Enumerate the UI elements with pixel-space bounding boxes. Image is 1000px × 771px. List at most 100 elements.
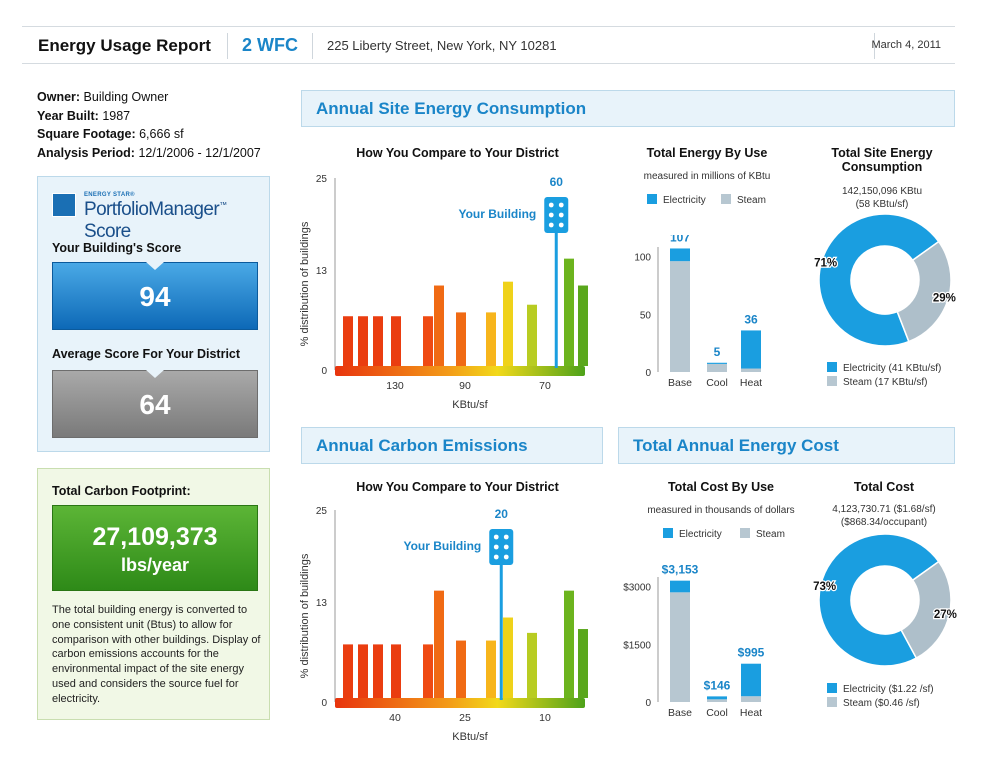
carbon-footprint-panel: Total Carbon Footprint: 27,109,373 lbs/y… (37, 468, 270, 720)
y-tick-label: $3000 (623, 583, 651, 594)
y-tick-label: 25 (316, 506, 328, 517)
category-label: Base (668, 377, 692, 389)
steam-bar-segment (741, 696, 761, 702)
legend-label: Steam (17 KBtu/sf) (843, 377, 928, 388)
electricity-bar-segment (741, 330, 761, 369)
electricity-bar-segment (741, 663, 761, 697)
distribution-bar (456, 640, 466, 698)
y-tick-label: 0 (645, 368, 651, 379)
avg-score-label: Average Score For Your District (52, 347, 241, 361)
y-tick-label: 13 (316, 266, 328, 277)
carbon-district-comparison-chart: 0 13 25 40 25 10 KBtu/sf % distribution of buil… (299, 506, 588, 743)
building-window-icon (558, 202, 564, 208)
y-tick-label: 0 (321, 698, 327, 709)
year-value: 1987 (102, 108, 131, 123)
building-window-icon (493, 534, 499, 540)
building-window-icon (493, 554, 499, 560)
site-energy-pie-title: Total Site Energy Consumption (831, 146, 933, 174)
legend-swatch-icon (827, 376, 837, 386)
legend-label: Steam (756, 529, 785, 540)
bar-total-label: $3,153 (662, 565, 699, 577)
legend-label: Electricity ($1.22 /sf) (843, 684, 934, 695)
legend-swatch-icon (827, 683, 837, 693)
energy-by-use-chart: 0 50 100 107 Base 5 Cool 36 Heat (634, 235, 762, 389)
x-tick-label: 25 (459, 712, 471, 724)
trademark-symbol: ™ (219, 200, 227, 210)
legend-electricity: Electricity (647, 194, 706, 206)
x-tick-label: 40 (389, 712, 401, 724)
legend-swatch-icon (721, 194, 731, 204)
y-tick-label: 0 (321, 366, 327, 377)
distribution-bar (343, 316, 353, 366)
district-comparison-chart: 0 13 25 130 90 70 KBtu/sf % distribution of bui… (299, 174, 588, 411)
building-window-icon (503, 554, 509, 560)
avg-score-box: 64 (52, 370, 258, 438)
your-score-label: Your Building's Score (52, 241, 182, 255)
y-axis-label: % distribution of buildings (299, 553, 311, 678)
portfolio-manager-logo: PortfolioManager™ Score (84, 199, 269, 243)
pie-legend-electricity: Electricity (41 KBtu/sf) (827, 362, 941, 374)
avg-score-value: 64 (139, 389, 171, 420)
period-label: Analysis Period: (37, 145, 135, 160)
x-axis-label: KBtu/sf (452, 731, 488, 743)
x-tick-label: 90 (459, 380, 471, 392)
y-tick-label: $1500 (623, 640, 651, 651)
donut-slice (896, 240, 952, 343)
building-window-icon (493, 544, 499, 550)
carbon-value-box: 27,109,373 lbs/year (52, 505, 258, 591)
report-title: Energy Usage Report (38, 36, 211, 55)
y-tick-label: 100 (634, 253, 651, 264)
distribution-bar (578, 285, 588, 366)
cost-pie-title: Total Cost (853, 480, 915, 494)
steam-bar-segment (670, 261, 690, 372)
carbon-district-chart-title: How You Compare to Your District (356, 480, 559, 494)
category-label: Heat (740, 707, 762, 719)
building-window-icon (548, 212, 554, 218)
electricity-bar-segment (670, 248, 690, 262)
slice-percent-label: 27% (934, 609, 957, 621)
donut-slice (900, 560, 952, 660)
steam-bar-segment (707, 699, 727, 702)
y-tick-label: 13 (316, 598, 328, 609)
bar-total-label: 5 (714, 345, 721, 359)
bar-total-label: $995 (738, 646, 765, 660)
district-chart-title: How You Compare to Your District (356, 146, 559, 160)
pie-legend-steam: Steam (17 KBtu/sf) (827, 376, 927, 388)
carbon-label: Total Carbon Footprint: (52, 484, 191, 498)
legend-swatch-icon (827, 362, 837, 372)
legend-swatch-icon (740, 528, 750, 538)
cost-by-use-subtitle: measured in thousands of dollars (647, 505, 795, 516)
legend-steam: Steam (721, 194, 766, 206)
energy-by-use-title: Total Energy By Use (646, 146, 768, 160)
energy-star-score-panel: ENERGY STAR® PortfolioManager™ Score You… (37, 176, 270, 452)
distribution-bar (423, 644, 433, 698)
distribution-bar (456, 312, 466, 366)
site-energy-pie-subtitle-1: 142,150,096 KBtu (841, 186, 923, 197)
cost-donut-chart: 73% 27% (812, 533, 958, 667)
scale-gradient-bar (335, 366, 585, 376)
header-divider (874, 33, 875, 59)
building-window-icon (548, 222, 554, 228)
distribution-bar (373, 316, 383, 366)
donut-slice (818, 213, 940, 347)
carbon-description: The total building energy is converted t… (52, 604, 261, 705)
x-axis-label: KBtu/sf (452, 399, 488, 411)
your-building-value: 20 (495, 507, 509, 521)
notch-icon (146, 262, 164, 270)
sqft-value: 6,666 sf (139, 127, 184, 141)
building-window-icon (503, 544, 509, 550)
building-window-icon (558, 212, 564, 218)
your-building-value: 60 (550, 175, 564, 189)
distribution-bar (527, 632, 537, 698)
x-tick-label: 70 (539, 380, 551, 392)
building-window-icon (548, 202, 554, 208)
report-header: Energy Usage Report 2 WFC 225 Liberty St… (22, 26, 955, 64)
x-tick-label: 10 (539, 712, 551, 724)
distribution-bar (434, 285, 444, 366)
site-energy-donut-chart: 71% 29% (813, 213, 957, 347)
legend-label: Electricity (663, 195, 706, 206)
y-tick-label: 50 (640, 310, 652, 321)
building-icon (489, 529, 514, 565)
category-label: Cool (706, 377, 728, 389)
pie-legend-steam: Steam ($0.46 /sf) (827, 697, 920, 709)
